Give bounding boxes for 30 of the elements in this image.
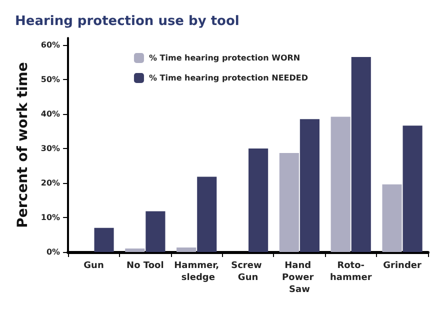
y-tick-label: 40% — [40, 109, 60, 118]
legend-label: % Time hearing protection WORN — [148, 54, 300, 62]
y-axis-title: Percent of work time — [15, 62, 31, 228]
legend-label: % Time hearing protection NEEDED — [148, 74, 308, 82]
x-tick-label: Screw Gun — [231, 261, 265, 283]
bar — [197, 176, 217, 252]
y-tick-label: 10% — [40, 212, 60, 222]
y-tick-label: 20% — [40, 178, 60, 188]
x-tick-label: Gun — [84, 261, 104, 271]
bar — [330, 116, 350, 252]
bar — [94, 228, 114, 252]
chart-title: Hearing protection use by tool — [15, 14, 240, 29]
y-tick-label: 50% — [40, 74, 60, 84]
x-tick-label: Roto-hammer — [330, 261, 372, 283]
bar — [125, 248, 145, 252]
bar — [248, 148, 268, 252]
bar — [351, 56, 371, 252]
x-tick-label: Hand Power Saw — [282, 261, 317, 295]
bar — [382, 184, 402, 252]
y-tick-label: 60% — [40, 40, 60, 50]
bar — [402, 126, 422, 252]
bar — [146, 211, 166, 252]
x-tick-label: Hammer, sledge — [174, 261, 220, 283]
bar — [176, 248, 196, 252]
x-tick-label: Grinder — [383, 261, 422, 271]
x-tick-label: No Tool — [126, 261, 164, 271]
bar — [300, 119, 320, 252]
bar — [279, 152, 299, 252]
y-tick-label: 0% — [46, 248, 60, 256]
y-tick-label: 30% — [40, 144, 60, 153]
